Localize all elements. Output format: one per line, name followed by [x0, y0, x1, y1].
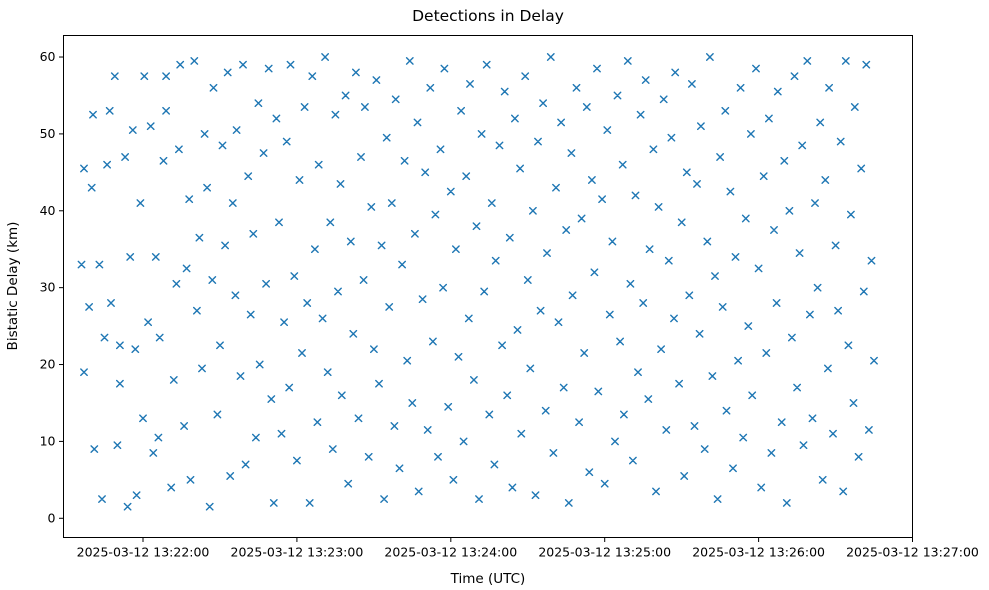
y-tick-label: 20	[40, 357, 56, 372]
y-tick-label: 50	[40, 126, 56, 141]
x-tick-label: 2025-03-12 13:24:00	[384, 545, 517, 560]
y-tick-label: 30	[40, 280, 56, 295]
scatter-markers	[77, 53, 878, 511]
y-tick-label: 60	[40, 49, 56, 64]
y-tick-label: 10	[40, 433, 56, 448]
x-tick-label: 2025-03-12 13:23:00	[231, 545, 364, 560]
scatter-points	[77, 53, 878, 511]
x-tick-label: 2025-03-12 13:27:00	[846, 545, 979, 560]
chart-title: Detections in Delay	[412, 7, 564, 25]
x-tick-label: 2025-03-12 13:22:00	[77, 545, 210, 560]
x-tick-label: 2025-03-12 13:26:00	[692, 545, 825, 560]
x-tick-label: 2025-03-12 13:25:00	[538, 545, 671, 560]
x-axis-label: Time (UTC)	[450, 571, 526, 587]
y-tick-label: 40	[40, 203, 56, 218]
y-axis-label: Bistatic Delay (km)	[5, 222, 21, 351]
plot-area	[63, 35, 913, 538]
x-axis-ticks: 2025-03-12 13:22:00 2025-03-12 13:23:00 20…	[77, 537, 979, 560]
y-tick-label: 0	[48, 510, 56, 525]
y-axis-ticks: 0 10 20 30 40 50 60	[40, 49, 64, 525]
